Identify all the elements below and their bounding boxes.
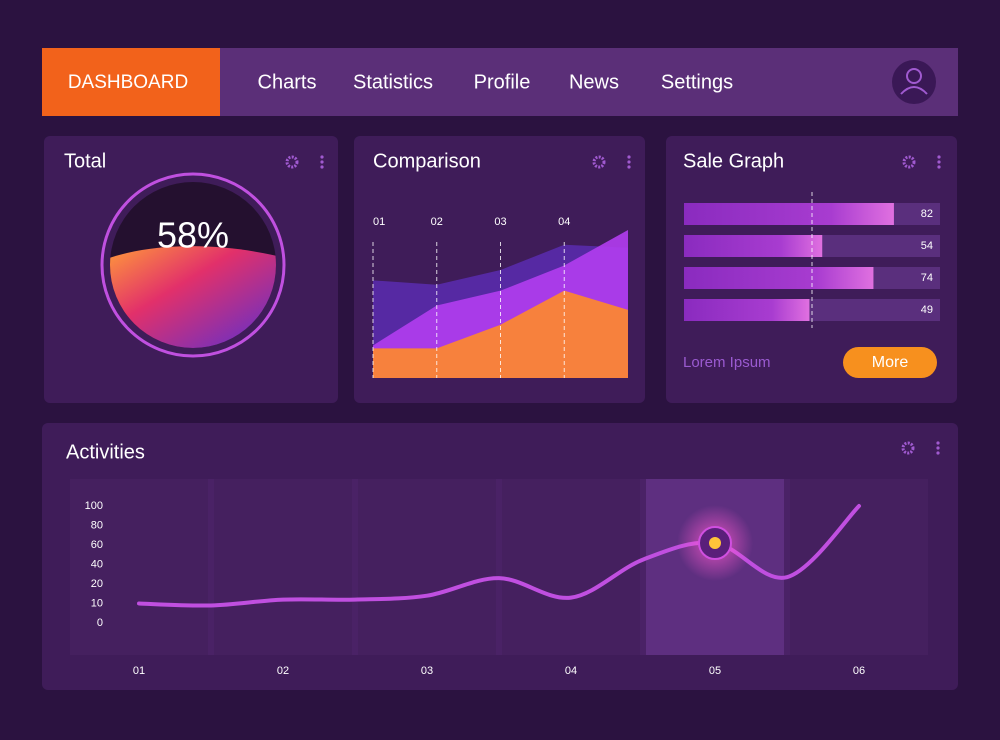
x-tick-label: 05 bbox=[709, 665, 721, 677]
nav-item[interactable]: Statistics bbox=[353, 71, 433, 93]
menu-dot bbox=[936, 446, 940, 450]
note: Lorem Ipsum bbox=[683, 354, 771, 371]
card-title: Activities bbox=[66, 441, 145, 463]
line bbox=[137, 504, 861, 608]
menu-dot bbox=[936, 441, 940, 445]
settings-icon[interactable] bbox=[285, 155, 299, 169]
y-tick-label: 40 bbox=[91, 558, 103, 570]
menu-dot bbox=[320, 165, 324, 169]
menu-dot bbox=[627, 160, 631, 164]
column bbox=[214, 479, 352, 655]
bar bbox=[684, 235, 823, 257]
x-tick-label: 02 bbox=[431, 216, 443, 228]
nav-item[interactable]: Settings bbox=[661, 71, 733, 93]
avatar-head bbox=[906, 68, 922, 84]
y-tick-label: 20 bbox=[91, 578, 103, 590]
column bbox=[502, 479, 640, 655]
y-tick-label: 60 bbox=[91, 539, 103, 551]
settings-icon[interactable] bbox=[902, 155, 916, 169]
nav-item[interactable]: Charts bbox=[258, 71, 317, 93]
x-tick-label: 04 bbox=[558, 216, 570, 228]
x-tick-label: 01 bbox=[373, 216, 385, 228]
menu-dot bbox=[320, 155, 324, 159]
x-tick-label: 03 bbox=[421, 665, 433, 677]
bar-label: 74 bbox=[921, 272, 933, 284]
menu-dot bbox=[937, 165, 941, 169]
menu-dot bbox=[936, 451, 940, 455]
nav-item[interactable]: News bbox=[569, 71, 619, 93]
menu-dot bbox=[937, 160, 941, 164]
menu-dot bbox=[937, 155, 941, 159]
gauge-label: 58% bbox=[157, 215, 229, 256]
x-tick-label: 02 bbox=[277, 665, 289, 677]
menu-dot bbox=[627, 165, 631, 169]
y-tick-label: 0 bbox=[97, 617, 103, 629]
x-tick-label: 04 bbox=[565, 665, 577, 677]
bar bbox=[684, 299, 810, 321]
y-tick-label: 80 bbox=[91, 519, 103, 531]
settings-icon[interactable] bbox=[901, 441, 915, 455]
menu-dot bbox=[320, 160, 324, 164]
nav-item[interactable]: Profile bbox=[474, 71, 531, 93]
card-title: Total bbox=[64, 150, 106, 172]
x-tick-label: 01 bbox=[133, 665, 145, 677]
column bbox=[70, 479, 208, 655]
highlight-point bbox=[709, 537, 721, 550]
bar bbox=[684, 267, 874, 289]
gauge-fill bbox=[110, 246, 276, 348]
gauge-ring bbox=[100, 172, 286, 358]
more-button-label[interactable]: More bbox=[872, 354, 909, 371]
more-button[interactable] bbox=[843, 347, 937, 378]
settings-icon[interactable] bbox=[592, 155, 606, 169]
bar bbox=[684, 203, 894, 225]
bar-label: 49 bbox=[921, 304, 933, 316]
y-tick-label: 100 bbox=[85, 500, 103, 512]
brand[interactable]: DASHBOARD bbox=[68, 72, 188, 93]
column bbox=[358, 479, 496, 655]
menu-dot bbox=[627, 155, 631, 159]
avatar-body bbox=[900, 86, 928, 95]
bar-label: 54 bbox=[921, 240, 933, 252]
y-tick-label: 10 bbox=[91, 597, 103, 609]
card-title: Comparison bbox=[373, 150, 481, 172]
card-title: Sale Graph bbox=[683, 150, 784, 172]
x-tick-label: 03 bbox=[494, 216, 506, 228]
bar-label: 82 bbox=[921, 208, 933, 220]
x-tick-label: 06 bbox=[853, 665, 865, 677]
brand-box[interactable] bbox=[42, 48, 220, 116]
